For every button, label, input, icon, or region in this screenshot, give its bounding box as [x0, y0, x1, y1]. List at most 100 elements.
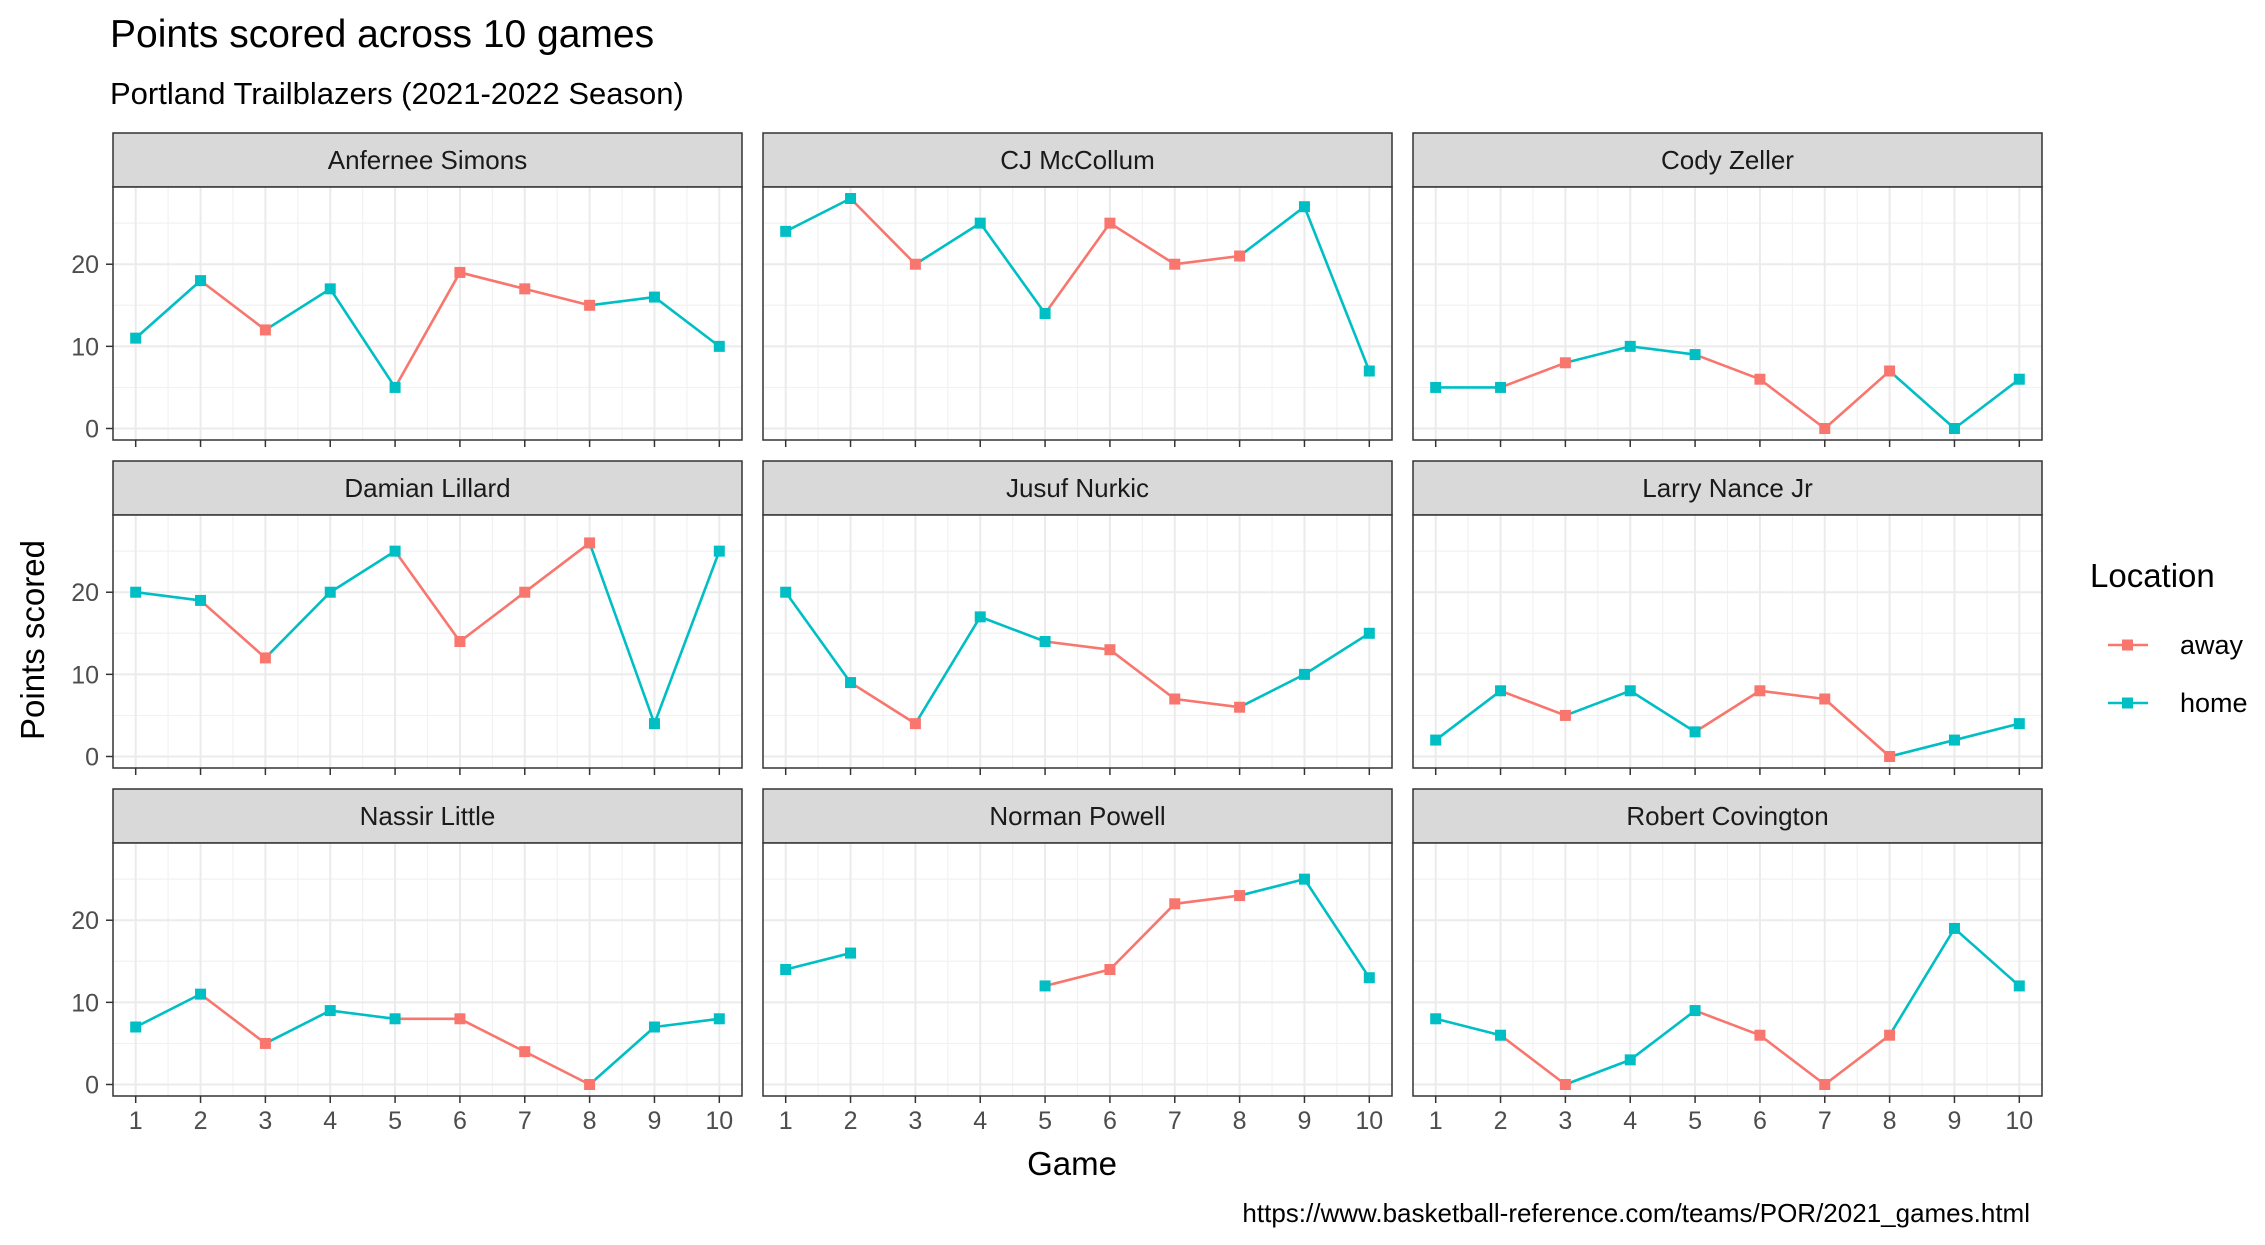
series-line-home: [1564, 1058, 1631, 1086]
x-tick-label: 2: [194, 1107, 208, 1135]
data-point: [1169, 693, 1181, 705]
data-point: [1819, 1079, 1831, 1090]
data-point: [1559, 357, 1571, 369]
series-line-away: [1108, 902, 1176, 971]
data-point: [195, 594, 207, 606]
series-line-home: [1564, 689, 1631, 717]
data-point: [713, 545, 725, 557]
facet-strip-label: Larry Nance Jr: [1642, 473, 1813, 503]
facet-strip-label: Anfernee Simons: [328, 145, 527, 175]
facet-strip: [762, 460, 1393, 516]
series-line-home: [134, 279, 202, 340]
x-tick-label: 8: [1883, 1107, 1897, 1135]
legend: Location away home: [2090, 557, 2248, 718]
data-point: [1689, 1005, 1701, 1017]
series-line-home: [1630, 345, 1696, 356]
data-point: [1234, 250, 1246, 262]
data-point: [648, 291, 660, 303]
x-tick-label: 6: [1103, 1107, 1117, 1135]
x-tick-label: 2: [844, 1107, 858, 1135]
y-axis-title: Points scored: [14, 540, 51, 740]
data-point: [454, 266, 466, 278]
facet-strip-label: Cody Zeller: [1661, 145, 1794, 175]
data-point: [1430, 1013, 1442, 1025]
data-point: [130, 586, 142, 598]
series-line-away: [849, 681, 917, 725]
data-point: [1169, 258, 1181, 270]
y-tick-label: 20: [71, 251, 99, 279]
data-point: [519, 283, 531, 295]
series-line-home: [653, 296, 721, 348]
facet-strip-label: Nassir Little: [360, 801, 496, 831]
data-point: [130, 1021, 142, 1033]
series-line-away: [199, 599, 267, 659]
facet-strip-label: Damian Lillard: [344, 473, 510, 503]
data-point: [584, 299, 596, 311]
data-point: [2013, 980, 2025, 992]
data-point: [1234, 701, 1246, 713]
series-line-away: [1823, 1034, 1891, 1086]
panel-border: [1412, 514, 2043, 769]
panel-norman-powell: Norman Powell 1 2 3 4 5 6 7 8 9 10: [762, 788, 1393, 1135]
series-line-home: [135, 992, 202, 1029]
panel-jusuf-nurkic: Jusuf Nurkic: [762, 460, 1393, 775]
panel-damian-lillard: Damian Lillard 0 10 20: [71, 460, 743, 775]
panel-border: [762, 842, 1393, 1097]
data-point: [259, 652, 271, 664]
data-point: [1819, 423, 1831, 434]
series-line-home: [1565, 345, 1631, 365]
series-line-home: [264, 287, 331, 332]
data-point: [324, 586, 336, 598]
data-point: [780, 586, 792, 598]
data-point: [974, 611, 986, 623]
x-tick-label: 8: [1233, 1107, 1247, 1135]
x-tick-label: 7: [1818, 1107, 1832, 1135]
data-point: [845, 193, 857, 204]
series-line-away: [459, 591, 526, 643]
series-line-home: [1303, 632, 1370, 676]
legend-key-point: [2122, 639, 2133, 651]
data-point: [130, 332, 142, 344]
x-tick-label: 9: [648, 1107, 662, 1135]
y-tick-label: 20: [71, 907, 99, 935]
data-point: [909, 718, 921, 730]
data-point: [713, 340, 725, 352]
facet-strip-label: Norman Powell: [989, 801, 1165, 831]
data-point: [1430, 381, 1442, 393]
data-point: [1689, 349, 1701, 361]
facet-strip: [112, 132, 743, 188]
series-line-home: [1888, 370, 1956, 430]
x-tick-label: 4: [1623, 1107, 1637, 1135]
data-point: [1559, 709, 1571, 721]
series-line-away: [1174, 254, 1240, 266]
series-line-away: [199, 993, 267, 1045]
facet-strip: [762, 132, 1393, 188]
data-point: [1495, 685, 1507, 697]
series-line-home: [1434, 689, 1502, 742]
panel-border: [112, 514, 743, 769]
series-line-away: [459, 1017, 526, 1053]
series-line-away: [849, 197, 917, 266]
data-point: [389, 1013, 401, 1025]
x-axis-title: Game: [1027, 1145, 1117, 1182]
series-line-home: [329, 550, 396, 594]
data-point: [1624, 340, 1636, 352]
series-line-away: [1174, 894, 1240, 906]
y-tick-label: 0: [85, 744, 99, 772]
x-tick-label: 9: [1948, 1107, 1962, 1135]
series-line-home: [330, 1009, 396, 1021]
y-tick-label: 20: [71, 579, 99, 607]
series-line-home: [1238, 205, 1306, 258]
data-point: [1169, 898, 1181, 910]
y-tick-label: 0: [85, 416, 99, 444]
series-line-away: [1823, 698, 1891, 758]
series-line-home: [588, 1026, 656, 1086]
series-line-away: [1044, 640, 1111, 652]
x-tick-label: 1: [1429, 1107, 1443, 1135]
series-line-away: [1500, 689, 1566, 717]
series-line-home: [264, 1009, 331, 1045]
x-tick-label: 3: [908, 1107, 922, 1135]
panel-border: [1412, 842, 2043, 1097]
